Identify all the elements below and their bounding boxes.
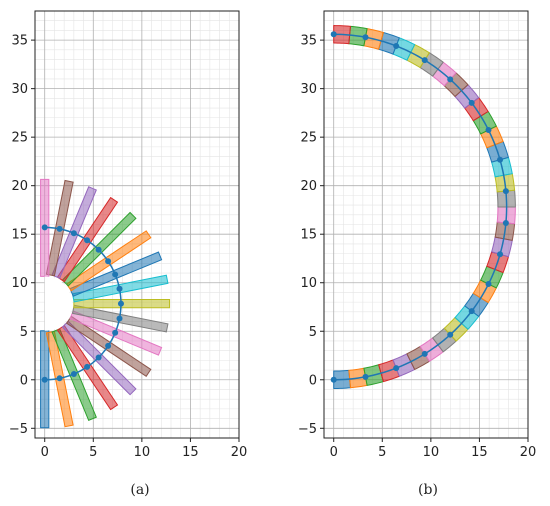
y-tick-label: 20: [11, 179, 28, 194]
caption-b: (b): [418, 482, 438, 498]
y-tick-label: 5: [20, 325, 28, 340]
x-tick-label: 0: [330, 445, 338, 460]
y-tick-label: 0: [20, 373, 28, 388]
spine-node: [362, 34, 369, 41]
y-tick-label: 30: [11, 82, 28, 97]
spine-node: [95, 246, 102, 253]
spine-node: [447, 331, 454, 338]
spine-node: [95, 354, 102, 361]
spine-node: [362, 373, 369, 380]
spine-node: [497, 251, 504, 258]
spine-node: [105, 258, 112, 265]
spine-node: [393, 365, 400, 372]
spine-node: [468, 99, 475, 106]
x-tick-label: 20: [231, 445, 248, 460]
x-tick-label: 15: [182, 445, 199, 460]
spine-node: [56, 225, 63, 232]
spine-node: [70, 230, 77, 237]
y-tick-label: 5: [309, 325, 317, 340]
spine-node: [393, 42, 400, 49]
spine-node: [41, 224, 48, 231]
caption-a: (a): [130, 482, 149, 498]
y-tick-label: 10: [300, 276, 317, 291]
spine-node: [84, 363, 91, 370]
panel-a: 0 5 10 15 20 −5 0 5 10 15 20 25 30 35: [9, 10, 248, 460]
spine-node: [116, 285, 123, 292]
y-tick-label: 30: [300, 82, 317, 97]
axes-frame: [34, 10, 240, 439]
y-tick-label: 35: [300, 34, 317, 49]
spine-node: [105, 342, 112, 349]
spine-node: [421, 350, 428, 357]
y-tick-label: 0: [309, 373, 317, 388]
x-tick-label: 10: [134, 445, 151, 460]
spine-curve: [333, 33, 508, 381]
spine-node: [330, 376, 337, 383]
y-tick-label: 35: [11, 34, 28, 49]
spine-node: [421, 57, 428, 64]
spine-node: [502, 219, 509, 226]
spine-node: [468, 308, 475, 315]
spine-node: [447, 76, 454, 83]
spine-node: [330, 31, 337, 38]
x-tick-label: 5: [378, 445, 386, 460]
y-tick-label: −5: [298, 422, 317, 437]
y-tick-label: 25: [11, 131, 28, 146]
spine-node: [485, 127, 492, 134]
x-tick-label: 0: [41, 445, 49, 460]
x-tick-label: 15: [471, 445, 488, 460]
axes-frame: [323, 10, 529, 439]
spine-node: [502, 188, 509, 195]
x-tick-label: 5: [89, 445, 97, 460]
spine-node: [56, 375, 63, 382]
x-tick-label: 20: [520, 445, 537, 460]
spine-node: [112, 271, 119, 278]
spine-node: [70, 370, 77, 377]
y-tick-label: 25: [300, 131, 317, 146]
x-tick-label: 10: [423, 445, 440, 460]
y-tick-label: 20: [300, 179, 317, 194]
panel-b: 0 5 10 15 20 −5 0 5 10 15 20 25 30 35: [298, 10, 537, 460]
spine-node: [112, 329, 119, 336]
spine-node: [41, 376, 48, 383]
spine-node: [497, 156, 504, 163]
y-tick-label: 15: [300, 228, 317, 243]
y-tick-label: 10: [11, 276, 28, 291]
y-tick-label: 15: [11, 228, 28, 243]
fan-hole: [44, 276, 72, 331]
spine-node: [116, 315, 123, 322]
spine-node: [84, 237, 91, 244]
spine-node: [117, 300, 124, 307]
y-tick-label: −5: [9, 422, 28, 437]
spine-node: [485, 281, 492, 288]
